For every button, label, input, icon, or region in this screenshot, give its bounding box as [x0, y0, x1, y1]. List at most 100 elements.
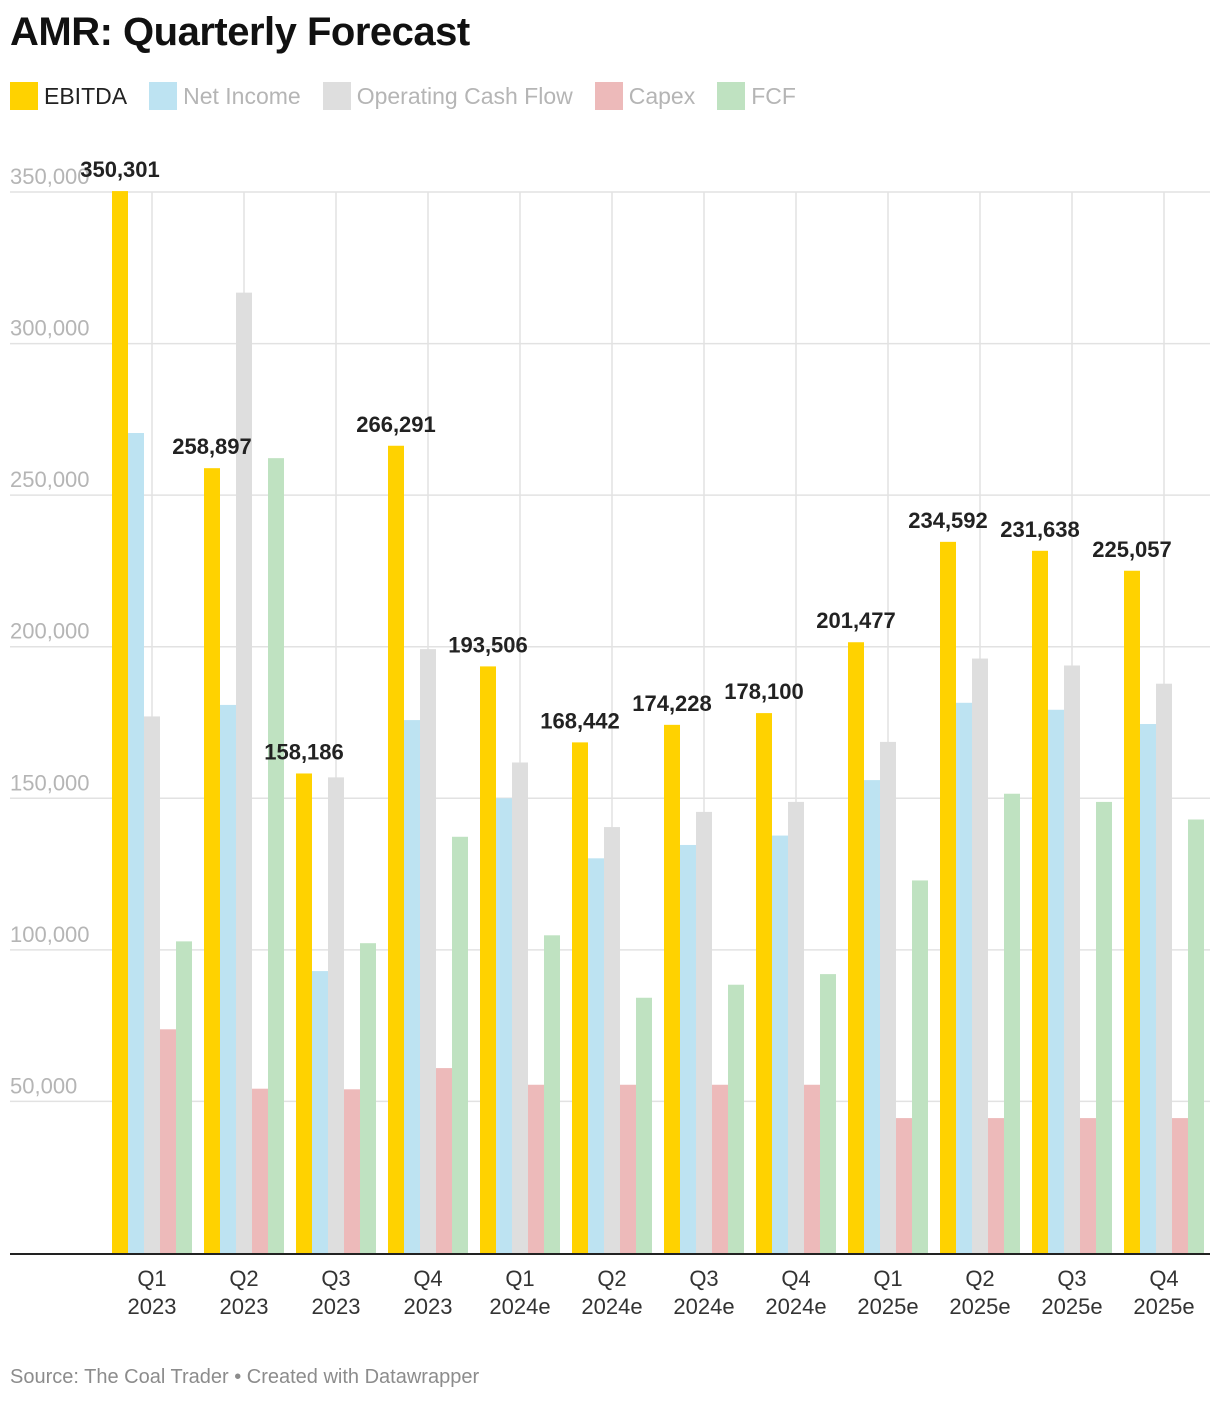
bar-capex [1080, 1118, 1096, 1253]
bar-capex [1172, 1118, 1188, 1253]
x-tick-label-year: 2024e [581, 1294, 642, 1319]
legend: EBITDA Net Income Operating Cash Flow Capex… [10, 82, 818, 110]
bar-ebitda [204, 468, 220, 1253]
y-tick-label: 300,000 [10, 316, 90, 341]
x-tick-label-quarter: Q4 [1149, 1266, 1178, 1291]
chart-title: AMR: Quarterly Forecast [10, 10, 470, 54]
x-tick-label-year: 2024e [673, 1294, 734, 1319]
bar-capex [160, 1029, 176, 1253]
legend-item-capex[interactable]: Capex [594, 82, 695, 110]
bar-capex [804, 1084, 820, 1253]
bar-fcf [636, 997, 652, 1253]
bar-fcf [360, 943, 376, 1253]
bar-net-income [404, 720, 420, 1253]
bar-net-income [220, 704, 236, 1253]
legend-swatch-ebitda [10, 82, 38, 110]
data-label: 234,592 [908, 508, 988, 533]
bar-ebitda [664, 724, 680, 1253]
legend-label-net-income: Net Income [183, 82, 301, 109]
data-label: 266,291 [356, 412, 436, 437]
legend-swatch-fcf [717, 82, 746, 110]
data-label: 174,228 [632, 691, 712, 716]
bar-fcf [544, 935, 560, 1253]
legend-item-fcf[interactable]: FCF [717, 82, 796, 110]
y-tick-label: 200,000 [10, 619, 90, 644]
y-tick-label: 150,000 [10, 770, 90, 795]
bar-capex [528, 1084, 544, 1253]
x-tick-label-quarter: Q1 [137, 1266, 166, 1291]
bar-capex [344, 1089, 360, 1253]
bar-capex [252, 1088, 268, 1253]
x-tick-label-quarter: Q4 [781, 1266, 810, 1291]
data-label: 258,897 [172, 434, 252, 459]
x-tick-label-quarter: Q1 [873, 1266, 902, 1291]
legend-item-net-income[interactable]: Net Income [149, 82, 301, 110]
data-label: 168,442 [540, 708, 620, 733]
x-tick-label-year: 2024e [765, 1294, 826, 1319]
legend-item-operating-cash-flow[interactable]: Operating Cash Flow [322, 82, 573, 110]
bar-operating-cash-flow [972, 658, 988, 1253]
bar-fcf [912, 880, 928, 1253]
bar-operating-cash-flow [1156, 683, 1172, 1253]
bar-fcf [1188, 819, 1204, 1253]
x-tick-label-quarter: Q3 [689, 1266, 718, 1291]
bar-operating-cash-flow [420, 649, 436, 1253]
bar-net-income [1048, 709, 1064, 1253]
bar-capex [712, 1084, 728, 1253]
bar-operating-cash-flow [144, 716, 160, 1253]
legend-item-ebitda[interactable]: EBITDA [10, 82, 127, 110]
legend-swatch-capex [594, 82, 623, 110]
bar-net-income [956, 702, 972, 1253]
bar-fcf [820, 974, 836, 1253]
data-label: 201,477 [816, 608, 896, 633]
bar-operating-cash-flow [328, 777, 344, 1253]
bar-ebitda [940, 541, 956, 1253]
bar-operating-cash-flow [512, 762, 528, 1253]
y-tick-label: 250,000 [10, 467, 90, 492]
legend-swatch-operating-cash-flow [322, 82, 351, 110]
bar-net-income [496, 798, 512, 1253]
data-label: 158,186 [264, 739, 344, 764]
bar-ebitda [1032, 550, 1048, 1253]
legend-label-ebitda: EBITDA [44, 82, 128, 109]
legend-label-operating-cash-flow: Operating Cash Flow [356, 82, 573, 109]
bar-net-income [312, 971, 328, 1253]
bar-operating-cash-flow [236, 292, 252, 1253]
bar-ebitda [848, 642, 864, 1253]
bar-operating-cash-flow [696, 811, 712, 1253]
bar-ebitda [112, 191, 128, 1254]
x-tick-label-quarter: Q4 [413, 1266, 442, 1291]
credit-text: Created with Datawrapper [246, 1366, 480, 1388]
bar-fcf [1096, 801, 1112, 1253]
bar-operating-cash-flow [788, 801, 804, 1253]
bar-capex [988, 1118, 1004, 1253]
bar-operating-cash-flow [1064, 665, 1080, 1253]
x-tick-label-quarter: Q2 [965, 1266, 994, 1291]
legend-swatch-net-income [149, 82, 178, 110]
bar-net-income [128, 432, 144, 1254]
y-tick-label: 100,000 [10, 922, 90, 947]
bar-fcf [452, 836, 468, 1253]
bar-fcf [728, 984, 744, 1253]
bar-net-income [680, 844, 696, 1253]
footer: Source: The Coal Trader • Created with D… [10, 1366, 479, 1389]
footer-separator: • [228, 1366, 247, 1388]
x-tick-label-year: 2023 [312, 1294, 361, 1319]
bar-fcf [268, 458, 284, 1253]
bar-operating-cash-flow [880, 741, 896, 1253]
x-tick-label-quarter: Q3 [321, 1266, 350, 1291]
data-label: 225,057 [1092, 537, 1172, 562]
bar-net-income [588, 858, 604, 1253]
bar-ebitda [296, 773, 312, 1253]
bar-capex [896, 1118, 912, 1253]
y-tick-label: 50,000 [10, 1073, 77, 1098]
bar-operating-cash-flow [604, 827, 620, 1253]
x-tick-label-year: 2024e [489, 1294, 550, 1319]
data-label: 231,638 [1000, 517, 1080, 542]
bar-capex [436, 1068, 452, 1253]
source-text: Source: The Coal Trader [10, 1366, 229, 1388]
x-tick-label-quarter: Q2 [597, 1266, 626, 1291]
bar-ebitda [480, 666, 496, 1253]
x-tick-label-quarter: Q2 [229, 1266, 258, 1291]
